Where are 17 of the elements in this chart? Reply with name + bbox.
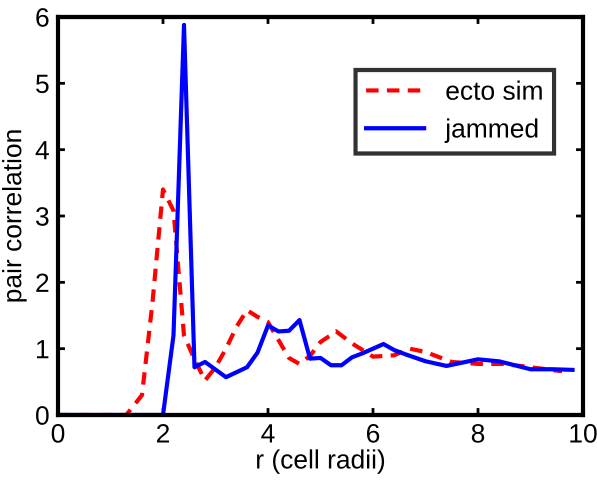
legend-label: ecto sim bbox=[446, 80, 542, 100]
y-tick-label: 2 bbox=[36, 273, 48, 292]
x-tick-label: 8 bbox=[472, 424, 484, 443]
y-tick-label: 4 bbox=[36, 141, 49, 160]
x-axis-title: r (cell radii) bbox=[257, 449, 384, 474]
y-tick-label: 3 bbox=[36, 207, 49, 226]
y-tick-label: 6 bbox=[36, 8, 49, 27]
x-tick-label: 6 bbox=[367, 424, 380, 443]
legend-label: jammed bbox=[444, 118, 538, 143]
x-tick-label: 10 bbox=[570, 424, 597, 443]
x-tick-label: 2 bbox=[156, 424, 170, 442]
y-axis-title: pair correlation bbox=[2, 130, 27, 302]
y-tick-label: 0 bbox=[36, 406, 49, 425]
y-tick-label: 1 bbox=[37, 340, 48, 358]
y-tick-label: 5 bbox=[36, 74, 49, 94]
x-tick-label: 0 bbox=[52, 424, 64, 443]
x-tick-label: 4 bbox=[261, 424, 275, 442]
